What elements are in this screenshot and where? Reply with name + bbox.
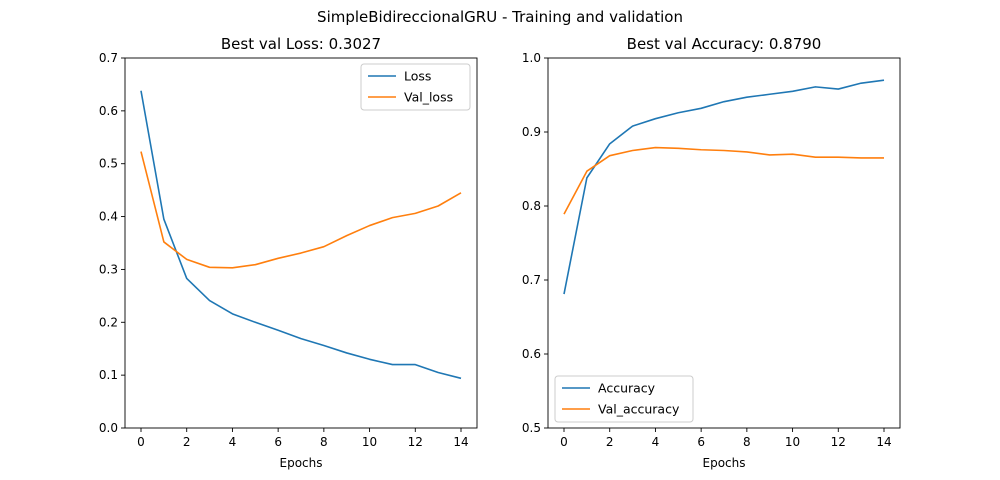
loss-ytick-label: 0.7: [99, 51, 118, 65]
accuracy-xtick-label: 8: [743, 435, 751, 449]
loss-xtick-label: 12: [408, 435, 423, 449]
loss-xtick-label: 8: [320, 435, 328, 449]
accuracy-xtick-label: 12: [831, 435, 846, 449]
accuracy-ytick-label: 0.9: [522, 125, 541, 139]
accuracy-xtick-label: 0: [560, 435, 568, 449]
loss-subplot: Best val Loss: 0.3027 0 2 4 6 8 10 12 14 0.0 0.1 0.…: [99, 35, 478, 470]
loss-ytick-label: 0.2: [99, 315, 118, 329]
loss-legend-label-1: Val_loss: [404, 90, 453, 105]
accuracy-ytick-label: 0.6: [522, 347, 541, 361]
loss-xtick-label: 6: [274, 435, 282, 449]
accuracy-xtick-label: 4: [652, 435, 660, 449]
loss-xtick-label: 2: [183, 435, 191, 449]
accuracy-ytick-label: 0.8: [522, 199, 541, 213]
loss-xtick-label: 0: [137, 435, 145, 449]
loss-ytick-label: 0.6: [99, 104, 118, 118]
loss-ytick-label: 0.5: [99, 157, 118, 171]
accuracy-axes-frame: [547, 57, 901, 429]
accuracy-subplot: Best val Accuracy: 0.8790 0 2 4 6 8 10 12 14 0.5 0…: [522, 35, 901, 470]
loss-xlabel: Epochs: [280, 456, 323, 470]
figure-suptitle: SimpleBidireccionalGRU - Training and va…: [317, 8, 683, 26]
accuracy-series-0-line: [563, 79, 885, 295]
accuracy-xlabel: Epochs: [703, 456, 746, 470]
loss-ytick-label: 0.0: [99, 421, 118, 435]
loss-title: Best val Loss: 0.3027: [221, 35, 381, 53]
accuracy-xtick-label: 10: [785, 435, 800, 449]
loss-legend: Loss Val_loss: [360, 63, 471, 111]
accuracy-xtick-label: 6: [697, 435, 705, 449]
loss-axes-frame: [124, 57, 478, 429]
loss-series-1-line: [140, 151, 462, 269]
loss-ytick-label: 0.3: [99, 262, 118, 276]
accuracy-ytick-label: 0.5: [522, 421, 541, 435]
accuracy-legend-label-0: Accuracy: [598, 381, 656, 396]
loss-xtick-label: 10: [362, 435, 377, 449]
accuracy-title: Best val Accuracy: 0.8790: [627, 35, 822, 53]
accuracy-xtick-label: 14: [876, 435, 891, 449]
loss-ytick-label: 0.1: [99, 368, 118, 382]
accuracy-ytick-label: 0.7: [522, 273, 541, 287]
accuracy-series-1-line: [563, 146, 884, 215]
accuracy-xtick-label: 2: [606, 435, 614, 449]
loss-legend-label-0: Loss: [404, 69, 431, 84]
loss-xtick-label: 4: [229, 435, 237, 449]
loss-series-0-line: [140, 90, 462, 380]
loss-ytick-label: 0.4: [99, 210, 118, 224]
loss-xtick-label: 14: [453, 435, 468, 449]
accuracy-legend-label-1: Val_accuracy: [598, 402, 680, 417]
accuracy-legend: Accuracy Val_accuracy: [554, 375, 694, 423]
accuracy-ytick-label: 1.0: [522, 51, 541, 65]
